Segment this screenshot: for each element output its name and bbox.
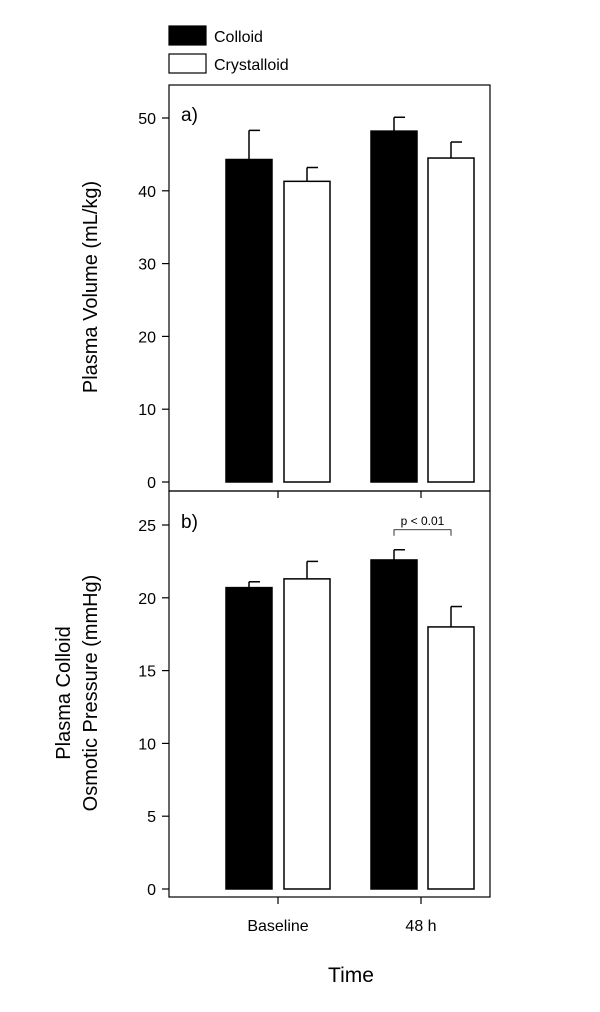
panel-a-ylabel: Plasma Volume (mL/kg) (80, 181, 102, 393)
bar (225, 158, 273, 483)
legend-label-crystalloid: Crystalloid (214, 57, 289, 74)
bar (225, 586, 273, 890)
bar (427, 626, 475, 890)
legend: Colloid Crystalloid (168, 25, 289, 74)
y-tick-label: 20 (138, 329, 156, 346)
y-tick-label: 10 (138, 736, 156, 753)
y-tick-label: 30 (138, 257, 156, 274)
y-tick-label: 25 (138, 518, 156, 535)
bar (370, 130, 418, 483)
x-axis-title: Time (328, 964, 374, 987)
y-tick-label: 5 (147, 809, 156, 826)
y-tick-label: 20 (138, 591, 156, 608)
y-tick-label: 50 (138, 111, 156, 128)
panel-b-ylabel-line2: Osmotic Pressure (mmHg) (80, 575, 102, 812)
y-tick-label: 0 (147, 475, 156, 492)
y-tick-label: 0 (147, 882, 156, 899)
legend-swatch-colloid (168, 25, 207, 46)
significance-bracket (393, 529, 452, 536)
panel-b-label: b) (181, 512, 198, 533)
legend-swatch-crystalloid (168, 53, 207, 74)
x-tick-label-48h: 48 h (405, 918, 436, 935)
panel-a-marks: 0 10 20 30 40 50 (138, 111, 475, 492)
y-tick-label: 40 (138, 184, 156, 201)
bar (427, 157, 475, 483)
significance-label: p < 0.01 (401, 514, 445, 528)
y-tick-label: 15 (138, 664, 156, 681)
x-tick-label-baseline: Baseline (247, 918, 308, 935)
panel-b-ylabel-line1: Plasma Colloid (53, 626, 75, 759)
y-tick-label: 10 (138, 402, 156, 419)
legend-label-colloid: Colloid (214, 29, 263, 46)
bar (283, 180, 331, 483)
panel-a-label: a) (181, 105, 198, 126)
panel-b-frame (168, 490, 491, 898)
panel-b-marks: 0 5 10 15 20 25 p < 0.01 (138, 514, 475, 899)
bar (370, 559, 418, 890)
bar (283, 578, 331, 890)
